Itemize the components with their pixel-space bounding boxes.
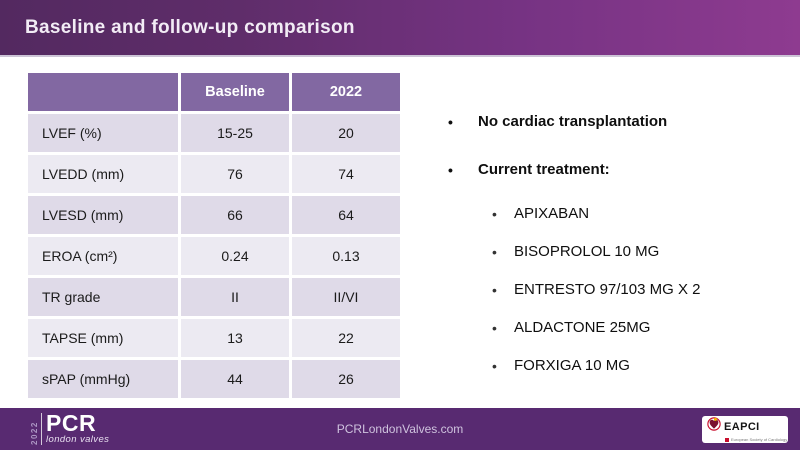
row-label: LVEF (%) [28,114,178,152]
followup-value: II/VI [292,278,400,316]
eapci-wordmark: EAPCI [724,420,760,433]
comparison-table: Baseline 2022 LVEF (%) 15-25 20 LVEDD (m… [25,70,403,401]
table-row: EROA (cm²) 0.24 0.13 [28,237,400,275]
page-title: Baseline and follow-up comparison [25,16,355,38]
followup-value: 22 [292,319,400,357]
esc-label: European Society of Cardiology [731,437,788,442]
treatment-item: APIXABAN [492,204,788,224]
footer-band: 2022 PCR london valves PCRLondonValves.c… [0,408,800,450]
followup-value: 26 [292,360,400,398]
row-label: TAPSE (mm) [28,319,178,357]
pcr-logo-text: PCR [46,410,97,436]
footer-website: PCRLondonValves.com [336,422,464,436]
table-header-row: Baseline 2022 [28,73,400,111]
treatment-item: BISOPROLOL 10 MG [492,242,788,262]
row-label: TR grade [28,278,178,316]
logo-text-block: PCR london valves [42,410,110,446]
row-label: LVEDD (mm) [28,155,178,193]
followup-value: 20 [292,114,400,152]
baseline-value: II [181,278,289,316]
baseline-value: 76 [181,155,289,193]
eapci-logo-bottom: European Society of Cardiology [725,437,787,442]
treatment-item: ALDACTONE 25MG [492,318,788,338]
baseline-value: 66 [181,196,289,234]
followup-value: 64 [292,196,400,234]
table-row: LVEF (%) 15-25 20 [28,114,400,152]
table-row: TR grade II II/VI [28,278,400,316]
eapci-logo: EAPCI European Society of Cardiology [702,416,788,443]
table-row: TAPSE (mm) 13 22 [28,319,400,357]
baseline-value: 0.24 [181,237,289,275]
baseline-value: 15-25 [181,114,289,152]
row-label: LVESD (mm) [28,196,178,234]
followup-value: 0.13 [292,237,400,275]
treatment-item: FORXIGA 10 MG [492,356,788,376]
header-cell-baseline: Baseline [181,73,289,111]
heart-icon [707,417,721,436]
table-row: sPAP (mmHg) 44 26 [28,360,400,398]
table-row: LVEDD (mm) 76 74 [28,155,400,193]
treatment-list: APIXABAN BISOPROLOL 10 MG ENTRESTO 97/10… [492,204,788,376]
table-row: LVESD (mm) 66 64 [28,196,400,234]
esc-square-icon [725,437,729,442]
treatment-item: ENTRESTO 97/103 MG X 2 [492,280,788,300]
header-band: Baseline and follow-up comparison [0,0,800,57]
bullet-no-transplantation: No cardiac transplantation [448,112,788,132]
followup-value: 74 [292,155,400,193]
baseline-value: 13 [181,319,289,357]
baseline-value: 44 [181,360,289,398]
header-cell-empty [28,73,178,111]
logo-year: 2022 [30,413,42,445]
bullet-current-treatment: Current treatment: [448,160,788,180]
header-cell-2022: 2022 [292,73,400,111]
pcr-london-valves-logo: 2022 PCR london valves [30,410,110,446]
london-valves-label: london valves [46,434,110,445]
row-label: sPAP (mmHg) [28,360,178,398]
row-label: EROA (cm²) [28,237,178,275]
bullet-list: No cardiac transplantation Current treat… [448,112,788,394]
eapci-logo-top: EAPCI [707,417,783,436]
